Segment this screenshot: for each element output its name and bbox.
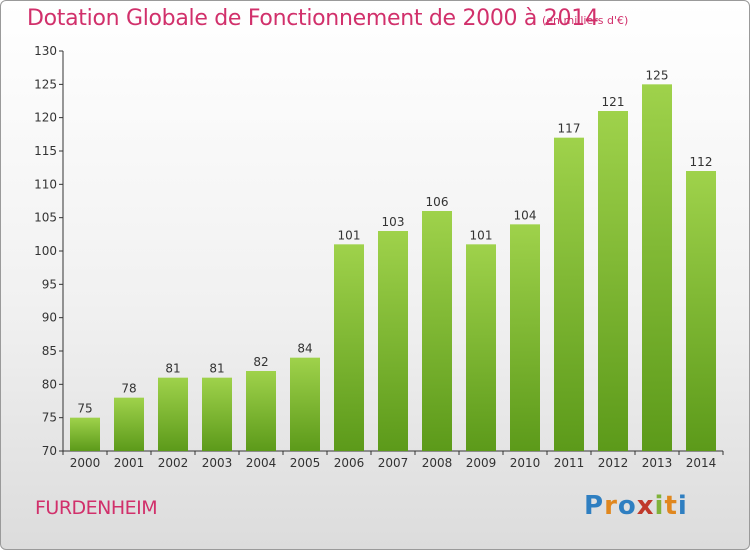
bar	[642, 84, 672, 451]
bar	[70, 417, 100, 451]
bar	[114, 397, 144, 451]
data-label: 106	[426, 195, 449, 209]
bar	[378, 231, 408, 451]
x-tick-label: 2001	[114, 456, 145, 470]
logo-letter: i	[654, 491, 665, 521]
bar	[246, 371, 276, 451]
x-tick-label: 2000	[70, 456, 101, 470]
y-tick-label: 105	[34, 211, 57, 225]
data-label: 117	[558, 122, 581, 136]
data-label: 104	[514, 208, 537, 222]
data-label: 81	[165, 362, 180, 376]
bar	[158, 377, 188, 451]
x-tick-label: 2008	[422, 456, 453, 470]
logo-letter: i	[677, 491, 688, 521]
x-tick-label: 2012	[598, 456, 629, 470]
y-tick-label: 80	[42, 377, 57, 391]
logo-letter: x	[636, 491, 655, 521]
x-tick-label: 2014	[686, 456, 717, 470]
proxiti-logo: Proxiti	[584, 491, 688, 521]
x-tick-label: 2011	[554, 456, 585, 470]
data-label: 84	[297, 342, 312, 356]
y-tick-label: 85	[42, 344, 57, 358]
bar	[686, 171, 716, 451]
y-tick-label: 100	[34, 244, 57, 258]
bar	[202, 377, 232, 451]
x-tick-label: 2006	[334, 456, 365, 470]
y-tick-label: 90	[42, 311, 57, 325]
y-tick-label: 130	[34, 44, 57, 58]
data-label: 121	[602, 95, 625, 109]
data-label: 78	[121, 382, 136, 396]
x-tick-label: 2002	[158, 456, 189, 470]
bar	[290, 357, 320, 451]
logo-letter: r	[604, 491, 618, 521]
bar	[510, 224, 540, 451]
x-tick-label: 2010	[510, 456, 541, 470]
data-label: 112	[690, 155, 713, 169]
logo-letter: P	[584, 491, 605, 521]
x-tick-label: 2003	[202, 456, 233, 470]
y-tick-label: 75	[42, 411, 57, 425]
data-label: 125	[646, 68, 669, 82]
commune-name: FURDENHEIM	[35, 497, 158, 519]
x-tick-label: 2009	[466, 456, 497, 470]
logo-letter: o	[617, 491, 637, 521]
x-tick-label: 2005	[290, 456, 321, 470]
x-tick-label: 2013	[642, 456, 673, 470]
bar	[334, 244, 364, 451]
chart-unit: (en milliers d'€)	[542, 14, 629, 27]
data-label: 82	[253, 355, 268, 369]
logo-letter: t	[664, 491, 678, 521]
y-tick-label: 125	[34, 77, 57, 91]
y-tick-label: 115	[34, 144, 57, 158]
y-tick-label: 110	[34, 177, 57, 191]
bar	[466, 244, 496, 451]
y-tick-label: 120	[34, 111, 57, 125]
data-label: 75	[77, 402, 92, 416]
data-label: 103	[382, 215, 405, 229]
bar	[554, 137, 584, 451]
data-label: 101	[470, 228, 493, 242]
chart-title: Dotation Globale de Fonctionnement de 20…	[27, 6, 599, 31]
y-tick-label: 95	[42, 277, 57, 291]
y-tick-label: 70	[42, 444, 57, 458]
x-tick-label: 2007	[378, 456, 409, 470]
bar	[598, 111, 628, 451]
bar	[422, 211, 452, 451]
data-label: 81	[209, 362, 224, 376]
x-tick-label: 2004	[246, 456, 277, 470]
data-label: 101	[338, 228, 361, 242]
